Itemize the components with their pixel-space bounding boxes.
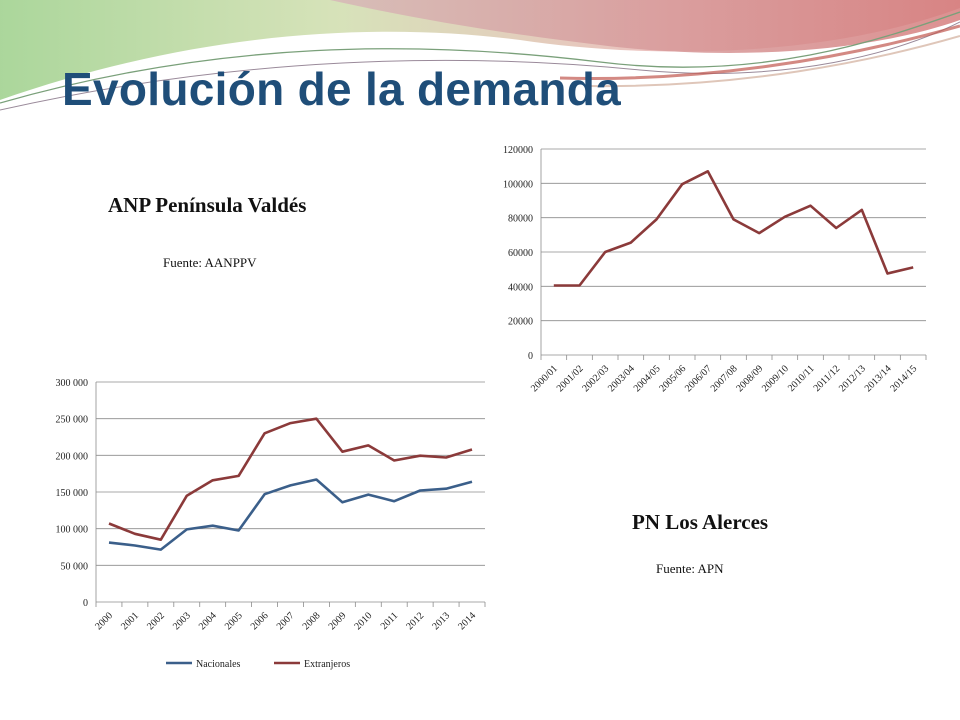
valdes-x-tick-label: 2014	[456, 610, 478, 632]
valdes-x-tick-label: 2000	[93, 610, 115, 632]
valdes-legend-label: Extranjeros	[304, 659, 350, 670]
alerces-series-line-visitantes	[553, 170, 914, 287]
valdes-x-tick-label: 2010	[353, 610, 375, 632]
alerces-y-tick-label: 60000	[508, 248, 533, 259]
valdes-y-tick-label: 0	[83, 598, 88, 609]
left-source: Fuente: AANPPV	[163, 255, 257, 270]
valdes-x-tick-label: 2006	[249, 610, 271, 632]
valdes-x-tick-label: 2012	[404, 610, 426, 632]
valdes-x-tick-label: 2009	[327, 610, 349, 632]
alerces-y-tick-label: 20000	[508, 317, 533, 328]
valdes-x-tick-label: 2007	[275, 610, 297, 632]
valdes-x-tick-label: 2005	[223, 610, 245, 632]
alerces-y-tick-label: 120000	[503, 145, 533, 156]
alerces-y-tick-label: 80000	[508, 214, 533, 225]
page-title: Evolución de la demanda	[62, 63, 622, 115]
valdes-x-tick-label: 2011	[379, 610, 401, 632]
alerces-y-tick-label: 0	[528, 351, 533, 362]
valdes-x-tick-label: 2013	[430, 610, 452, 632]
valdes-series-line-nacionales	[108, 478, 473, 551]
valdes-y-tick-label: 300 000	[56, 378, 89, 389]
valdes-x-tick-label: 2008	[301, 610, 323, 632]
valdes-x-tick-label: 2001	[119, 610, 141, 632]
alerces-y-tick-label: 100000	[503, 179, 533, 190]
right-source: Fuente: APN	[656, 561, 724, 576]
right-subtitle: PN Los Alerces	[632, 510, 769, 534]
valdes-series-line-extranjeros	[108, 417, 473, 542]
valdes-x-tick-label: 2002	[145, 610, 167, 632]
left-subtitle: ANP Península Valdés	[108, 193, 307, 217]
valdes-y-tick-label: 100 000	[56, 525, 89, 536]
valdes-y-tick-label: 250 000	[56, 415, 89, 426]
valdes-x-tick-label: 2004	[197, 610, 219, 632]
valdes-y-tick-label: 50 000	[61, 561, 89, 572]
valdes-y-tick-label: 200 000	[56, 451, 89, 462]
valdes-y-tick-label: 150 000	[56, 488, 89, 499]
valdes-x-tick-label: 2003	[171, 610, 193, 632]
alerces-y-tick-label: 40000	[508, 282, 533, 293]
valdes-legend-label: Nacionales	[196, 659, 241, 670]
